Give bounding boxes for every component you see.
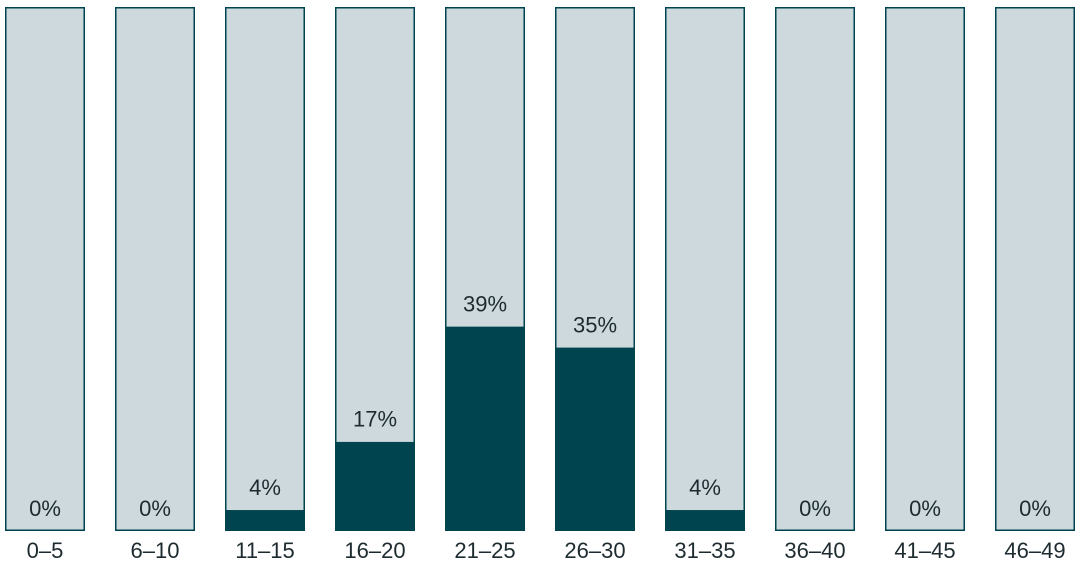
value-label: 35% [573,312,617,337]
bar-track [115,7,195,531]
x-tick-label: 16–20 [344,538,405,563]
bar-track [995,7,1075,531]
value-label: 4% [249,475,281,500]
bar-track [885,7,965,531]
value-label: 0% [29,496,61,521]
x-tick-label: 31–35 [674,538,735,563]
x-tick-label: 11–15 [235,538,295,563]
x-tick-label: 36–40 [784,538,845,563]
bar [335,441,415,531]
bar [225,510,305,531]
value-label: 17% [353,407,397,432]
x-tick-label: 6–10 [131,538,180,563]
x-tick-label: 41–45 [894,538,955,563]
bar [665,510,745,531]
value-label: 0% [1019,496,1051,521]
x-tick-label: 21–25 [454,538,515,563]
value-label: 39% [463,291,507,316]
bar-track [5,7,85,531]
bar-track [225,7,305,531]
bar-track [775,7,855,531]
bar [555,347,635,531]
value-label: 0% [139,496,171,521]
value-label: 4% [689,475,721,500]
value-label: 0% [909,496,941,521]
bar [445,326,525,531]
x-tick-label: 26–30 [564,538,625,563]
value-label: 0% [799,496,831,521]
x-tick-label: 0–5 [27,538,64,563]
x-tick-label: 46–49 [1004,538,1065,563]
bar-track [665,7,745,531]
